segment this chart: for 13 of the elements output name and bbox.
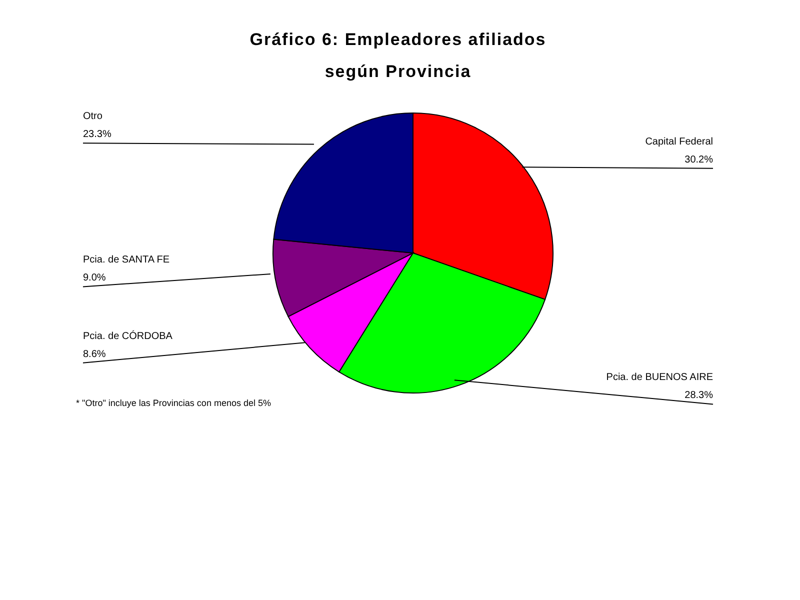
text: * "Otro" incluye las Provincias con menos del 5%: [76, 398, 271, 408]
chart-subtitle: según Provincia: [324, 62, 472, 82]
slice-label: Pcia. de CÓRDOBA: [83, 330, 173, 342]
data-label: 9.0%: [83, 272, 106, 284]
data-label: 30.2%: [684, 154, 714, 166]
data-label: 23.3%: [83, 129, 112, 140]
chart-title: Gráfico 6: Empleadores afiliados: [248, 30, 548, 50]
data-label: 28.3%: [684, 390, 714, 402]
data-label: 8.6%: [83, 348, 106, 360]
slice-label: Otro: [83, 111, 103, 122]
slice-label: Pcia. de SANTA FE: [83, 254, 170, 266]
slice-label: Pcia. de BUENOS AIRE: [606, 372, 714, 384]
slice-label: Capital Federal: [645, 136, 713, 148]
